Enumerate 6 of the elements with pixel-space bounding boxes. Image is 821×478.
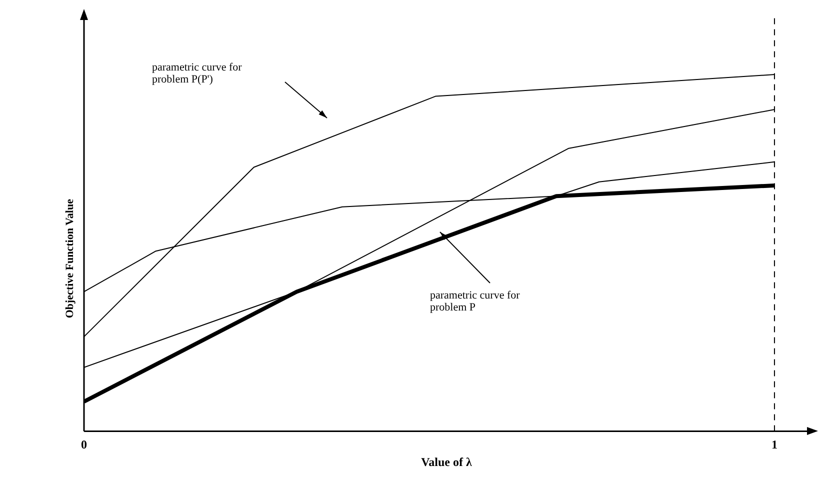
annotation: parametric curve for problem P(P') [152,61,242,86]
x-tick-label: 1 [771,437,778,452]
x-tick-label: 0 [81,437,87,452]
x-axis-title: Value of λ [421,454,472,469]
annotation: parametric curve for problem P [430,289,520,314]
y-axis-title: Objective Function Value [64,198,76,318]
